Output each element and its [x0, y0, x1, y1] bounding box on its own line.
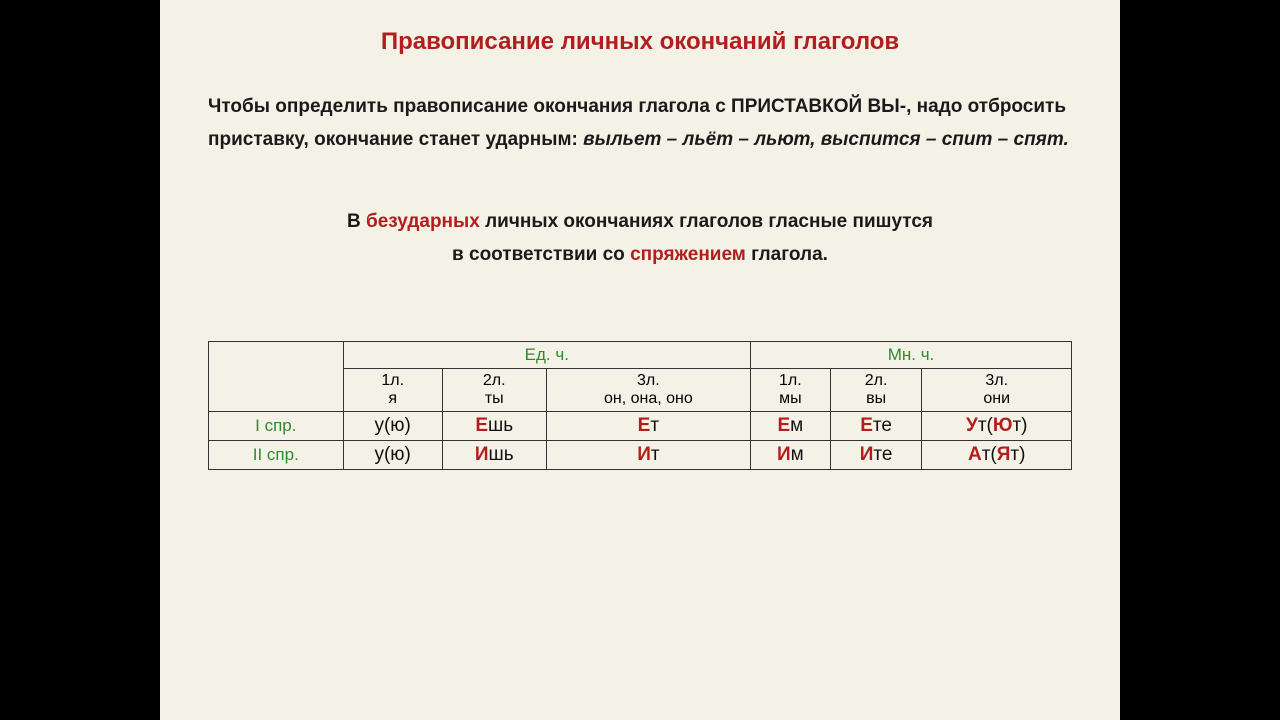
para-italic: выльет – льёт – льют, выспится – спит – …	[583, 129, 1069, 150]
rule-text-3: в соответствии со	[452, 244, 630, 265]
ending-hl2: Я	[997, 444, 1011, 465]
table-row: Ед. ч. Мн. ч.	[209, 342, 1072, 369]
ending-hl: И	[475, 444, 489, 465]
ending-cell: Ешь	[442, 412, 546, 441]
ending-rest: т	[650, 415, 659, 436]
ending-rest: те	[873, 444, 892, 465]
rule-accent-2: спряжением	[630, 244, 746, 265]
pronoun-label: они	[928, 390, 1065, 408]
ending-rest: шь	[488, 444, 513, 465]
ending-cell: Ете	[830, 412, 922, 441]
rule-text-2: личных окончаниях глаголов гласные пишут…	[480, 211, 933, 232]
ending-post: т)	[1010, 444, 1025, 465]
ending-hl: У	[966, 415, 978, 436]
ending-hl: Е	[475, 415, 488, 436]
conjugation-table: Ед. ч. Мн. ч. 1л. я 2л. ты 3л. он, она, …	[208, 341, 1072, 470]
person-cell: 1л. я	[343, 369, 442, 412]
person-label: 1л.	[757, 372, 824, 390]
person-label: 3л.	[553, 372, 744, 390]
person-cell: 2л. ты	[442, 369, 546, 412]
ending-hl2: Ю	[993, 415, 1013, 436]
pronoun-label: мы	[757, 390, 824, 408]
ending-rest: шь	[488, 415, 513, 436]
ending-cell: Ут(Ют)	[922, 412, 1072, 441]
page-title: Правописание личных окончаний глаголов	[208, 28, 1072, 56]
person-label: 3л.	[928, 372, 1065, 390]
ending-rest: т(	[978, 415, 993, 436]
rule-paragraph: В безударных личных окончаниях глаголов …	[208, 205, 1072, 272]
row-label-2: II спр.	[209, 441, 344, 470]
rule-accent-1: безударных	[366, 211, 480, 232]
person-label: 2л.	[449, 372, 540, 390]
ending-hl: Е	[777, 415, 790, 436]
person-cell: 3л. он, она, оно	[546, 369, 750, 412]
ending-rest: те	[873, 415, 892, 436]
ending-cell: Ите	[830, 441, 922, 470]
ending-cell: Им	[751, 441, 831, 470]
table-row: I спр. у(ю) Ешь Ет Ем Ете Ут(Ют)	[209, 412, 1072, 441]
pronoun-label: я	[350, 390, 436, 408]
rule-text-1: В	[347, 211, 366, 232]
person-cell: 2л. вы	[830, 369, 922, 412]
person-cell: 1л. мы	[751, 369, 831, 412]
intro-paragraph: Чтобы определить правописание окончания …	[208, 90, 1072, 157]
slide: Правописание личных окончаний глаголов Ч…	[160, 0, 1120, 720]
ending-rest: м	[791, 444, 804, 465]
ending-rest: т(	[982, 444, 997, 465]
ending-cell: Ит	[546, 441, 750, 470]
ending-hl: И	[860, 444, 874, 465]
pronoun-label: ты	[449, 390, 540, 408]
rule-text-4: глагола.	[746, 244, 828, 265]
ending-rest: м	[790, 415, 803, 436]
ending-cell: Ет	[546, 412, 750, 441]
ending-hl: А	[968, 444, 982, 465]
corner-cell	[209, 342, 344, 412]
pronoun-label: он, она, оно	[553, 390, 744, 408]
person-label: 1л.	[350, 372, 436, 390]
ending-hl: И	[637, 444, 651, 465]
ending-cell: Ат(Ят)	[922, 441, 1072, 470]
ending-cell: у(ю)	[343, 412, 442, 441]
ending-cell: Ишь	[442, 441, 546, 470]
table-row: II спр. у(ю) Ишь Ит Им Ите Ат(Ят)	[209, 441, 1072, 470]
ending-cell: Ем	[751, 412, 831, 441]
ending-cell: у(ю)	[343, 441, 442, 470]
ending-post: т)	[1012, 415, 1027, 436]
ending-hl: Е	[638, 415, 651, 436]
row-label-1: I спр.	[209, 412, 344, 441]
person-label: 2л.	[837, 372, 916, 390]
ending-hl: И	[777, 444, 791, 465]
ending-rest: у(ю)	[374, 415, 410, 436]
person-cell: 3л. они	[922, 369, 1072, 412]
ending-hl: Е	[860, 415, 873, 436]
pronoun-label: вы	[837, 390, 916, 408]
header-singular: Ед. ч.	[343, 342, 750, 369]
header-plural: Мн. ч.	[751, 342, 1072, 369]
ending-rest: у(ю)	[374, 444, 410, 465]
ending-rest: т	[651, 444, 660, 465]
